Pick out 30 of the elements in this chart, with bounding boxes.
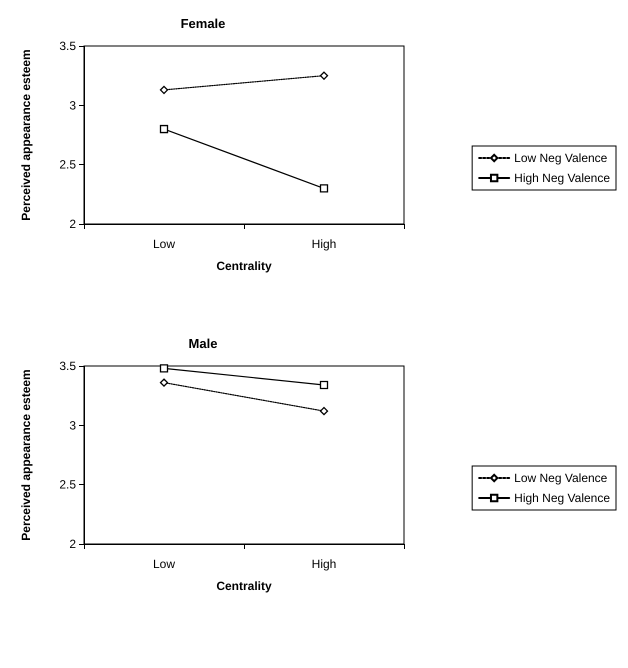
y-tick-label: 2 (69, 537, 76, 551)
y-axis-title: Perceived appearance esteem (19, 369, 33, 541)
legend-label: Low Neg Valence (514, 151, 608, 165)
y-tick-label: 2.5 (59, 478, 76, 492)
x-tick-label: Low (152, 237, 176, 251)
x-tick-label: High (312, 557, 336, 571)
legend-label: High Neg Valence (514, 171, 610, 185)
chart-title: Female (180, 16, 226, 31)
y-tick-label: 3.5 (59, 359, 76, 373)
y-tick-label: 2.5 (59, 158, 76, 172)
x-tick-label: High (312, 237, 336, 251)
chart-title: Male (188, 336, 218, 351)
point (320, 406, 328, 416)
y-tick-label: 2 (69, 217, 76, 231)
point (160, 124, 168, 134)
x-tick-label: Low (152, 557, 176, 571)
y-tick-label: 3 (69, 98, 76, 112)
x-axis-title: Centrality (216, 259, 272, 273)
legend-label: Low Neg Valence (514, 471, 608, 485)
point (320, 72, 328, 80)
point (320, 184, 328, 193)
y-axis-title: Perceived appearance esteem (19, 49, 33, 221)
point (320, 380, 328, 390)
legend-label: High Neg Valence (514, 491, 610, 505)
point (160, 378, 168, 387)
x-axis-title: Centrality (216, 579, 272, 593)
point (160, 364, 168, 373)
y-tick-label: 3.5 (59, 39, 76, 53)
y-tick-label: 3 (69, 418, 76, 432)
point (160, 86, 168, 94)
